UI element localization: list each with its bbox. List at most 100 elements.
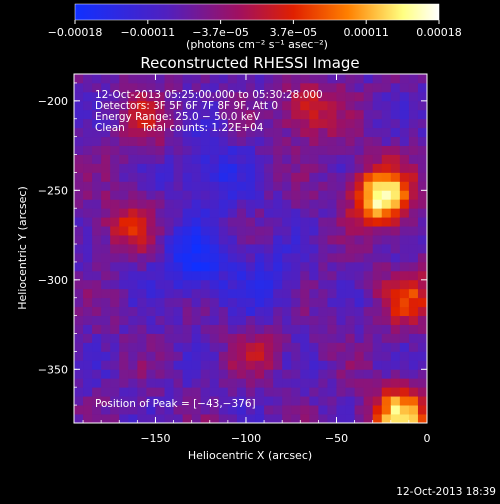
heatmap-cell: [137, 181, 147, 191]
heatmap-cell: [128, 369, 138, 379]
heatmap-cell: [227, 288, 238, 299]
heatmap-cell: [182, 414, 193, 423]
heatmap-cell: [381, 360, 392, 370]
heatmap-cell: [209, 181, 220, 191]
heatmap-cell: [417, 226, 427, 236]
heatmap-cell: [146, 172, 156, 182]
heatmap-cell: [119, 145, 129, 155]
heatmap-cell: [318, 324, 328, 334]
heatmap-cell: [92, 181, 102, 191]
heatmap-cell: [273, 208, 283, 218]
heatmap-cell: [309, 127, 319, 138]
heatmap-cell: [182, 270, 193, 281]
heatmap-cell: [191, 172, 202, 182]
heatmap-cell: [164, 270, 174, 281]
heatmap-cell: [218, 288, 229, 299]
heatmap-cell: [264, 91, 274, 102]
heatmap-cell: [245, 414, 256, 423]
heatmap-cell: [83, 279, 93, 290]
heatmap-cell: [110, 127, 120, 138]
heatmap-cell: [155, 405, 165, 415]
heatmap-cell: [381, 396, 392, 406]
heatmap-cell: [110, 351, 120, 361]
heatmap-cell: [282, 324, 292, 334]
heatmap-cell: [155, 217, 165, 227]
heatmap-cell: [390, 387, 401, 397]
heatmap-cell: [146, 109, 156, 120]
heatmap-cell: [264, 279, 274, 290]
heatmap-cell: [345, 127, 355, 138]
heatmap-cell: [245, 91, 256, 102]
heatmap-cell: [164, 315, 174, 325]
heatmap-cell: [417, 199, 427, 209]
heatmap-cell: [137, 360, 147, 370]
heatmap-cell: [146, 270, 156, 281]
heatmap-cell: [309, 91, 319, 102]
heatmap-cell: [110, 163, 120, 173]
heatmap-cell: [381, 163, 392, 173]
heatmap-cell: [300, 387, 310, 397]
heatmap-cell: [236, 252, 247, 263]
heatmap-cell: [137, 288, 147, 299]
heatmap-cell: [354, 270, 365, 281]
heatmap-cell: [218, 244, 229, 254]
heatmap-cell: [218, 387, 229, 397]
heatmap-cell: [155, 208, 165, 218]
heatmap-cell: [354, 127, 365, 138]
heatmap-cell: [354, 136, 365, 146]
heatmap-cell: [227, 279, 238, 290]
heatmap-cell: [363, 154, 374, 164]
heatmap-cell: [83, 109, 93, 120]
heatmap-cell: [236, 163, 247, 173]
heatmap-cell: [200, 208, 211, 218]
heatmap-cell: [390, 360, 401, 370]
heatmap-cell: [255, 315, 265, 325]
heatmap-cell: [363, 261, 374, 272]
heatmap-cell: [309, 74, 319, 84]
heatmap-cell: [327, 333, 337, 343]
heatmap-cell: [191, 74, 202, 84]
heatmap-cell: [399, 235, 410, 245]
annotation-time-range: 12-Oct-2013 05:25:00.000 to 05:30:28.000: [95, 89, 323, 101]
heatmap-cell: [291, 270, 301, 281]
heatmap-cell: [146, 163, 156, 173]
heatmap-cell: [318, 342, 328, 352]
heatmap-cell: [236, 82, 247, 93]
heatmap-cell: [245, 405, 256, 415]
heatmap-cell: [74, 109, 84, 120]
heatmap-cell: [191, 252, 202, 263]
heatmap-cell: [74, 414, 84, 423]
heatmap-cell: [173, 351, 184, 361]
heatmap-cell: [354, 360, 365, 370]
heatmap-cell: [173, 288, 184, 299]
heatmap-cell: [191, 109, 202, 120]
heatmap-cell: [182, 244, 193, 254]
heatmap-cell: [363, 235, 374, 245]
heatmap-cell: [399, 396, 410, 406]
heatmap-cell: [83, 127, 93, 138]
annotation-clean-counts: Clean Total counts: 1.22E+04: [95, 122, 264, 134]
heatmap-cell: [318, 387, 328, 397]
heatmap-cell: [182, 279, 193, 290]
heatmap-cell: [101, 270, 111, 281]
heatmap-cell: [309, 369, 319, 379]
heatmap-cell: [236, 396, 247, 406]
heatmap-cell: [146, 306, 156, 317]
heatmap-cell: [200, 154, 211, 164]
heatmap-cell: [354, 235, 365, 245]
heatmap-cell: [227, 315, 238, 325]
heatmap-cell: [345, 136, 355, 146]
heatmap-cell: [264, 100, 274, 111]
heatmap-cell: [318, 208, 328, 218]
heatmap-cell: [255, 288, 265, 299]
heatmap-cell: [399, 127, 410, 138]
heatmap-cell: [417, 378, 427, 388]
heatmap-cell: [182, 235, 193, 245]
heatmap-cell: [255, 91, 265, 102]
heatmap-cell: [191, 82, 202, 93]
heatmap-cell: [110, 154, 120, 164]
heatmap-cell: [327, 396, 337, 406]
heatmap-cell: [101, 226, 111, 236]
heatmap-cell: [218, 181, 229, 191]
heatmap-cell: [417, 127, 427, 138]
